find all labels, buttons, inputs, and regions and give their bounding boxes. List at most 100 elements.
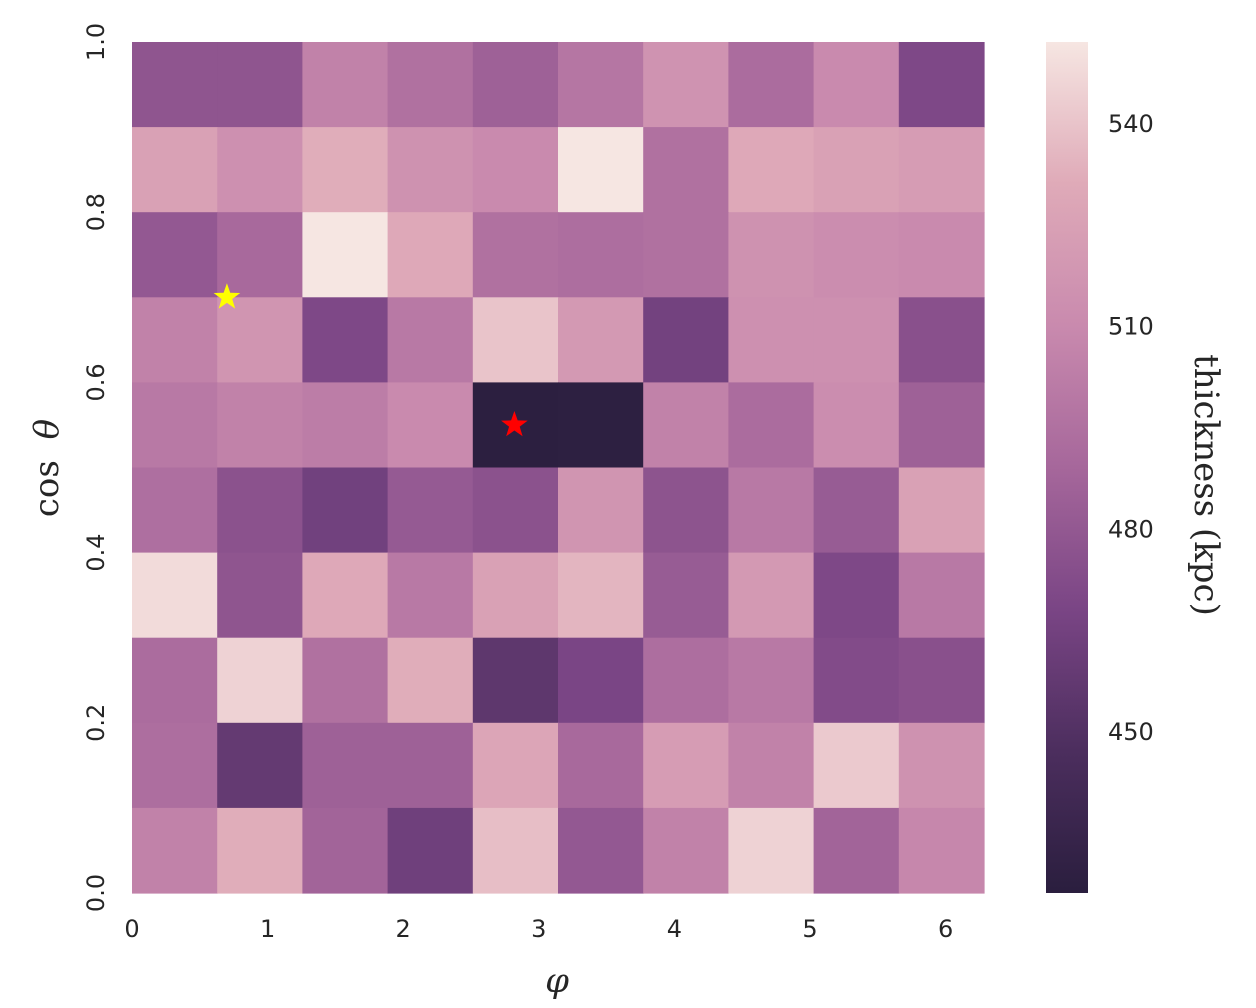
y-axis-label-symbol: θ [27, 419, 67, 439]
heatmap-cell [813, 42, 900, 128]
heatmap-cell [643, 127, 729, 213]
heatmap-cell [643, 552, 729, 639]
heatmap-cell [643, 467, 729, 554]
heatmap-cell [813, 552, 900, 639]
heatmap-cell [558, 467, 644, 554]
heatmap-cell [217, 382, 303, 469]
colorbar-tick-label: 450 [1108, 718, 1154, 746]
heatmap-cell [643, 297, 729, 383]
heatmap-cell [643, 42, 729, 128]
heatmap-cell [302, 637, 389, 724]
heatmap-cell [558, 552, 644, 639]
x-axis-label: φ [545, 961, 569, 1001]
heatmap-cell [472, 722, 559, 809]
heatmap-cell [132, 552, 218, 639]
heatmap-cell [558, 42, 644, 128]
heatmap-cell [558, 212, 644, 298]
heatmap-cell [813, 722, 900, 809]
heatmap-cell [813, 297, 900, 383]
heatmap-cell [643, 382, 729, 469]
heatmap-cell [728, 722, 815, 809]
y-tick-label: 0.6 [82, 363, 110, 401]
heatmap-cell [728, 297, 815, 383]
colorbar-tick-label: 480 [1108, 515, 1154, 543]
heatmap-cell [302, 552, 389, 639]
heatmap-cell [132, 297, 218, 383]
heatmap-cell [643, 212, 729, 298]
heatmap-cell [217, 297, 303, 383]
heatmap-cell [132, 722, 218, 809]
heatmap-cell [898, 722, 985, 809]
heatmap-cell [558, 127, 644, 213]
y-tick-label: 1.0 [82, 23, 110, 61]
heatmap-cell [558, 807, 644, 894]
heatmap-cell [643, 807, 729, 894]
heatmap-cell [813, 807, 900, 894]
heatmap-cell [472, 127, 559, 213]
x-tick-label: 3 [531, 915, 546, 943]
heatmap-cell [217, 467, 303, 554]
heatmap-cell [132, 382, 218, 469]
heatmap-cell [387, 467, 474, 554]
heatmap-cell [387, 42, 474, 128]
heatmap-cell [217, 127, 303, 213]
heatmap-cell [558, 297, 644, 383]
heatmap-cell [898, 212, 985, 298]
x-tick-label: 1 [260, 915, 275, 943]
x-tick-label: 5 [802, 915, 817, 943]
heatmap-cell [813, 467, 900, 554]
heatmap-cell [217, 552, 303, 639]
heatmap-cell [558, 382, 644, 469]
heatmap-cell [302, 807, 389, 894]
y-tick-label: 0.4 [82, 534, 110, 572]
heatmap-cell [728, 127, 815, 213]
heatmap-cells [132, 42, 985, 894]
heatmap-cell [728, 467, 815, 554]
heatmap-cell [387, 297, 474, 383]
heatmap-cell [302, 212, 389, 298]
heatmap-cell [472, 552, 559, 639]
colorbar [1046, 42, 1088, 893]
heatmap-cell [217, 807, 303, 894]
y-tick-label: 0.8 [82, 193, 110, 231]
colorbar-tick-label: 510 [1108, 313, 1154, 341]
heatmap-cell [302, 127, 389, 213]
heatmap-cell [898, 807, 985, 894]
heatmap-cell [387, 212, 474, 298]
heatmap-cell [898, 552, 985, 639]
y-axis-ticks: 0.0 0.2 0.4 0.6 0.8 1.0 [82, 23, 110, 912]
y-tick-label: 0.0 [82, 874, 110, 912]
heatmap-cell [302, 722, 389, 809]
heatmap-cell [387, 807, 474, 894]
heatmap-cell [898, 297, 985, 383]
heatmap-cell [813, 637, 900, 724]
heatmap-cell [132, 127, 218, 213]
colorbar-tick-label: 540 [1108, 110, 1154, 138]
heatmap-cell [217, 637, 303, 724]
x-tick-label: 4 [667, 915, 682, 943]
star-marker [501, 410, 528, 437]
x-tick-label: 6 [938, 915, 953, 943]
heatmap-cell [898, 42, 985, 128]
y-axis-label: cos θ [27, 419, 67, 517]
heatmap-cell [728, 42, 815, 128]
y-tick-label: 0.2 [82, 704, 110, 742]
heatmap-cell [302, 297, 389, 383]
heatmap-cell [132, 467, 218, 554]
heatmap-cell [302, 42, 389, 128]
heatmap-cell [728, 382, 815, 469]
heatmap-cell [132, 637, 218, 724]
heatmap-cell [728, 212, 815, 298]
heatmap-cell [472, 807, 559, 894]
heatmap-cell [132, 42, 218, 128]
heatmap-cell [558, 637, 644, 724]
heatmap-cell [643, 722, 729, 809]
heatmap-cell [813, 212, 900, 298]
heatmap-cell [898, 637, 985, 724]
colorbar-label: thickness (kpc) [1186, 354, 1226, 616]
heatmap-cell [387, 552, 474, 639]
heatmap-cell [898, 382, 985, 469]
heatmap-cell [728, 637, 815, 724]
heatmap-cell [472, 637, 559, 724]
